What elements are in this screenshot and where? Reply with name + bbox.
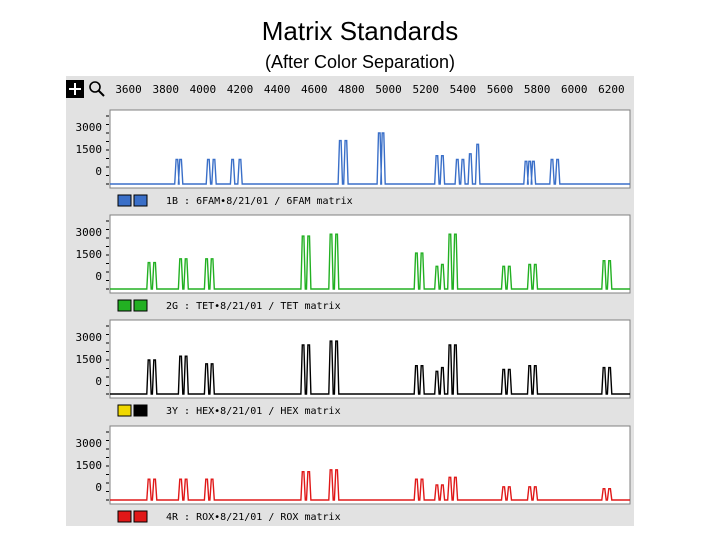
x-tick-label: 5400 [450, 83, 477, 96]
x-tick-label: 5800 [524, 83, 551, 96]
y-tick-label: 0 [95, 270, 102, 283]
color-swatch [117, 194, 132, 207]
trace-caption-2G: 2G : TET•8/21/01 / TET matrix [166, 301, 341, 312]
x-tick-label: 5600 [487, 83, 514, 96]
x-tick-label: 4600 [301, 83, 328, 96]
y-tick-label: 1500 [76, 143, 103, 156]
x-tick-label: 3600 [115, 83, 142, 96]
x-tick-label: 5000 [375, 83, 402, 96]
trace-frame-4R [109, 425, 631, 505]
chart-subtitle: (After Color Separation) [264, 52, 456, 72]
x-tick-label: 4800 [338, 83, 365, 96]
color-swatch [117, 404, 132, 417]
trace-frame-2G [109, 214, 631, 294]
x-tick-label: 5200 [412, 83, 439, 96]
x-tick-label: 6000 [561, 83, 588, 96]
trace-caption-3Y: 3Y : HEX•8/21/01 / HEX matrix [166, 406, 341, 417]
chart-title: Matrix Standards [261, 16, 459, 46]
y-tick-label: 0 [95, 165, 102, 178]
y-tick-label: 3000 [76, 437, 103, 450]
trace-frame-1B [109, 109, 631, 189]
trace-frame-3Y [109, 319, 631, 399]
y-tick-label: 3000 [76, 121, 103, 134]
y-tick-label: 1500 [76, 248, 103, 261]
y-tick-label: 1500 [76, 459, 103, 472]
color-swatch [133, 194, 148, 207]
x-tick-label: 3800 [152, 83, 179, 96]
x-tick-label: 6200 [598, 83, 625, 96]
y-tick-label: 1500 [76, 353, 103, 366]
zoom-icon[interactable] [88, 80, 106, 98]
color-swatch [133, 299, 148, 312]
y-tick-label: 3000 [76, 226, 103, 239]
trace-caption-1B: 1B : 6FAM•8/21/01 / 6FAM matrix [166, 196, 353, 207]
crosshair-icon[interactable] [66, 80, 84, 98]
color-swatch [117, 299, 132, 312]
x-tick-label: 4000 [190, 83, 217, 96]
color-swatch [117, 510, 132, 523]
toolbar [66, 78, 634, 100]
trace-2G [110, 233, 630, 290]
y-tick-label: 3000 [76, 331, 103, 344]
x-tick-label: 4200 [227, 83, 254, 96]
trace-3Y [110, 340, 630, 395]
trace-caption-4R: 4R : ROX•8/21/01 / ROX matrix [166, 512, 341, 523]
color-swatch [133, 404, 148, 417]
x-tick-label: 4400 [264, 83, 291, 96]
color-swatch [133, 510, 148, 523]
y-tick-label: 0 [95, 481, 102, 494]
trace-4R [110, 469, 630, 501]
y-tick-label: 0 [95, 375, 102, 388]
